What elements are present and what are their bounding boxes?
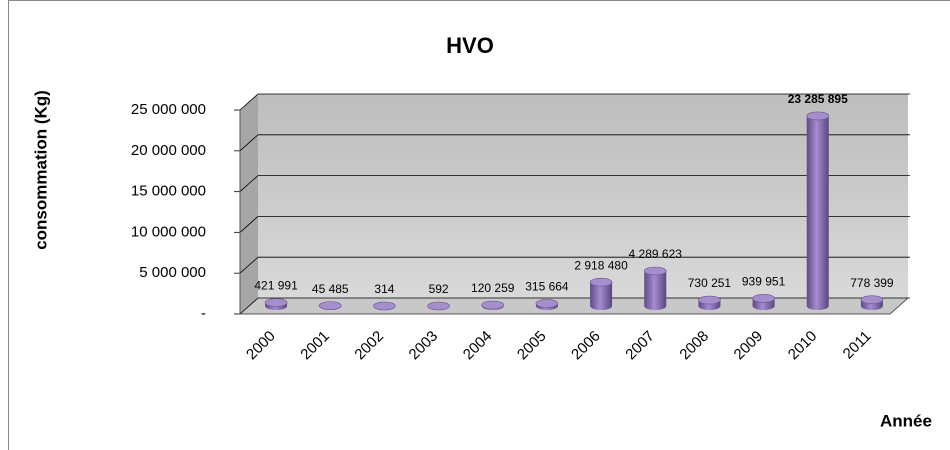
bar-top: [860, 295, 884, 304]
data-label: 120 259: [471, 281, 515, 295]
bar-top: [373, 301, 396, 311]
data-label: 4 289 623: [629, 247, 683, 261]
data-label: 592: [429, 282, 449, 296]
y-tick-label: 20 000 000: [131, 142, 206, 159]
data-label: 315 664: [525, 280, 569, 294]
bar-top: [752, 294, 775, 303]
data-label: 45 485: [312, 282, 349, 296]
y-axis-label: consommation (Kg): [31, 90, 50, 250]
bar-top: [806, 111, 830, 121]
data-label: 730 251: [688, 276, 732, 290]
x-axis-label: Année: [880, 411, 932, 430]
bar-top: [698, 295, 721, 305]
y-tick-label: 15 000 000: [131, 183, 206, 200]
grid-line: [239, 216, 259, 233]
y-tick-label: 10 000 000: [131, 223, 206, 240]
bar-top: [643, 266, 667, 276]
bar: [590, 282, 613, 310]
data-label: 939 951: [742, 275, 786, 289]
side-wall: [240, 94, 258, 314]
data-label: 421 991: [254, 279, 298, 293]
y-tick-label: 5 000 000: [139, 264, 206, 281]
bar: [806, 115, 829, 311]
chart-title: HVO: [446, 33, 494, 58]
grid-line: [239, 134, 259, 152]
data-label: 2 918 480: [574, 258, 628, 272]
bar-top: [427, 301, 450, 311]
bar-top: [264, 298, 288, 307]
x-axis-side: [889, 297, 909, 315]
data-label: 778 399: [850, 276, 894, 290]
floor: [240, 298, 908, 314]
bar-top: [589, 277, 613, 287]
grid-line: [239, 256, 259, 274]
grid-line: [239, 93, 259, 111]
bar: [644, 270, 667, 310]
grid-line: [239, 175, 259, 192]
data-label: 314: [374, 282, 394, 296]
data-label: 23 285 895: [788, 92, 848, 106]
grid-line: [239, 297, 259, 315]
back-wall: [258, 94, 908, 298]
y-tick-label: -: [201, 305, 206, 322]
y-tick-label: 25 000 000: [131, 101, 206, 118]
bar-top: [318, 301, 342, 310]
bar-top: [481, 300, 505, 310]
bar-top: [535, 299, 559, 308]
